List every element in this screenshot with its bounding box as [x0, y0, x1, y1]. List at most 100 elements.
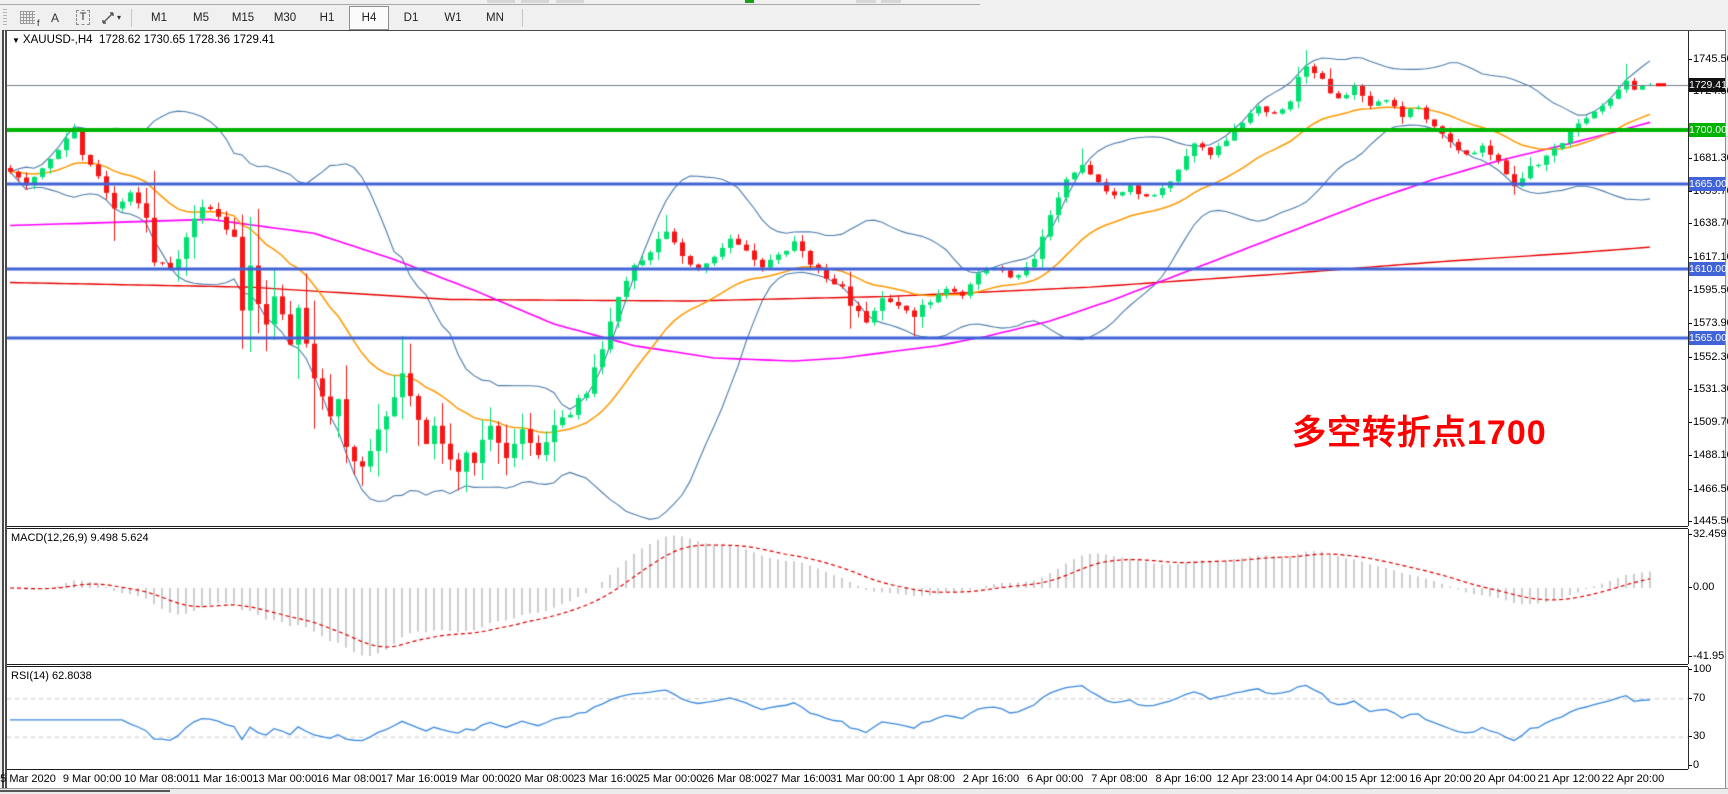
toolbar-separator: [522, 8, 523, 27]
timeframe-button-m15[interactable]: M15: [231, 11, 255, 24]
main-plot: [7, 31, 1689, 526]
support-line-label: 1610.00: [1689, 261, 1727, 276]
toolbar: f A T ▾ M1 M5 M15 M30 H1 H4 D1 W1 MN: [0, 5, 1728, 30]
cursor-mode-button[interactable]: ▾: [98, 6, 124, 30]
price-tick: 1509.70: [1689, 416, 1728, 428]
main-chart-canvas[interactable]: [7, 31, 1688, 526]
toolbar-fragment: [556, 0, 584, 3]
letter-a-icon: A: [50, 10, 59, 25]
price-tick: 1745.50: [1689, 53, 1728, 65]
time-axis-label: 12 Apr 23:00: [1216, 773, 1279, 785]
price-tick: 1466.50: [1689, 483, 1728, 495]
time-axis-label: 16 Apr 20:00: [1409, 773, 1472, 785]
macd-plot: [7, 529, 1689, 664]
grid-icon: f: [19, 11, 40, 28]
time-axis[interactable]: 5 Mar 2020 9 Mar 00:00 10 Mar 08:00 11 Mar …: [0, 769, 1688, 789]
time-axis-label: 23 Mar 16:00: [573, 773, 639, 785]
pane-separator[interactable]: [7, 526, 1688, 529]
macd-tick: 32.459: [1689, 528, 1727, 540]
timeframe-button-m1[interactable]: M1: [151, 11, 167, 24]
chevron-down-icon: ▾: [116, 13, 121, 22]
time-axis-label: 5 Mar 2020: [0, 773, 56, 785]
price-tick: 1552.30: [1689, 351, 1728, 363]
crosshair-icon: [102, 11, 114, 24]
chart-title: ▼ XAUUSD-,H4 1728.62 1730.65 1728.36 1729…: [12, 34, 275, 46]
time-axis-label: 14 Apr 04:00: [1280, 773, 1344, 785]
price-tick: 1617.10: [1689, 251, 1728, 263]
price-tick: 1488.10: [1689, 449, 1728, 461]
symbol-dropdown-icon[interactable]: ▼: [12, 36, 20, 45]
rsi-value: 62.8038: [51, 670, 92, 682]
timeframe-group: M1 M5 M15 M30 H1 H4 D1 W1 MN: [138, 5, 516, 30]
macd-label: MACD(12,26,9) 9.498 5.624: [11, 532, 149, 544]
text-label-button[interactable]: A: [42, 6, 68, 30]
letter-t-icon: T: [75, 10, 91, 25]
rsi-canvas[interactable]: [7, 667, 1688, 769]
toolbar-separator: [131, 8, 132, 27]
time-axis-label: 19 Mar 00:00: [444, 773, 510, 785]
time-axis-label: 6 Apr 00:00: [1027, 773, 1084, 785]
price-tick: 1595.50: [1689, 284, 1728, 296]
price-tick: 1638.70: [1689, 217, 1728, 229]
time-axis-label: 15 Apr 12:00: [1344, 773, 1408, 785]
support-line-label: 1665.00: [1689, 176, 1727, 191]
time-axis-label: 10 Mar 08:00: [123, 773, 189, 785]
timeframe-button-d1[interactable]: D1: [403, 11, 419, 24]
chart-symbol-period: XAUUSD-,H4: [22, 34, 93, 46]
macd-tick: -41.95: [1688, 650, 1725, 662]
top-toolbar-fragment: [0, 0, 980, 5]
timeframe-button-m30[interactable]: M30: [273, 11, 297, 24]
rsi-axis: 100 70 30 0: [1688, 663, 1725, 771]
toolbar-fragment: [521, 0, 549, 3]
price-axis: 1745.501724.501681.301659.701638.701617.…: [1689, 31, 1728, 527]
time-axis-label: 17 Mar 16:00: [380, 773, 446, 785]
current-price-label: 1729.41: [1689, 77, 1727, 92]
chart-ohlc-readout: 1728.62 1730.65 1728.36 1729.41: [98, 34, 275, 46]
timeframe-button-w1[interactable]: W1: [444, 11, 462, 24]
timeframe-button-h4[interactable]: H4: [349, 5, 389, 30]
grid-period-button[interactable]: f: [14, 6, 40, 30]
toolbar-fragment: [881, 0, 901, 3]
pane-separator[interactable]: [7, 664, 1688, 667]
timeframe-button-m5[interactable]: M5: [193, 11, 209, 24]
time-axis-label: 11 Mar 16:00: [188, 773, 253, 785]
time-axis-label: 22 Apr 20:00: [1601, 773, 1665, 785]
toolbar-grip[interactable]: [3, 8, 7, 27]
timeframe-button-h1[interactable]: H1: [319, 11, 335, 24]
time-axis-label: 8 Apr 16:00: [1155, 773, 1212, 785]
time-axis-label: 21 Apr 12:00: [1537, 773, 1600, 785]
rsi-tick: 70: [1688, 691, 1706, 704]
price-tick: 1573.90: [1689, 317, 1728, 329]
chart-window: ▼ XAUUSD-,H4 1728.62 1730.65 1728.36 1729…: [0, 30, 1728, 789]
rsi-pane: RSI(14) 62.8038 100 70 30 0: [7, 663, 1725, 771]
main-chart-pane: ▼ XAUUSD-,H4 1728.62 1730.65 1728.36 1729…: [7, 31, 1728, 527]
rsi-tick: 30: [1688, 730, 1706, 743]
time-axis-label: 25 Mar 00:00: [637, 773, 703, 785]
rsi-plot: [7, 667, 1689, 769]
text-box-button[interactable]: T: [70, 6, 96, 30]
rsi-tick: 0: [1688, 759, 1700, 771]
support-line-label: 1565.00: [1689, 330, 1727, 345]
window-bottom-edge: [0, 788, 1728, 794]
time-axis-label: 31 Mar 00:00: [830, 773, 896, 785]
time-axis-label: 1 Apr 08:00: [898, 773, 955, 785]
time-axis-label: 16 Mar 08:00: [316, 773, 382, 785]
macd-canvas[interactable]: [7, 529, 1688, 664]
toolbar-fragment: [487, 0, 515, 3]
price-tick: 1681.30: [1689, 152, 1728, 164]
macd-values: 9.498 5.624: [90, 532, 149, 544]
rsi-label: RSI(14) 62.8038: [11, 670, 92, 682]
time-axis-label: 7 Apr 08:00: [1091, 773, 1148, 785]
time-axis-label: 13 Mar 00:00: [252, 773, 318, 785]
annotation-text: 多空转折点1700: [1292, 414, 1547, 452]
timeframe-button-mn[interactable]: MN: [486, 11, 504, 24]
macd-pane: MACD(12,26,9) 9.498 5.624 32.459 0.00 -41.…: [7, 528, 1727, 664]
price-tick: 1445.50: [1689, 515, 1728, 527]
window-edge-segment: [0, 790, 170, 792]
support-line-label: 1700.00: [1689, 123, 1727, 138]
time-axis-label: 2 Apr 16:00: [962, 773, 1020, 785]
toolbar-fragment: [856, 0, 876, 3]
time-axis-label: 9 Mar 00:00: [62, 773, 122, 785]
price-tick: 1531.30: [1689, 383, 1728, 395]
